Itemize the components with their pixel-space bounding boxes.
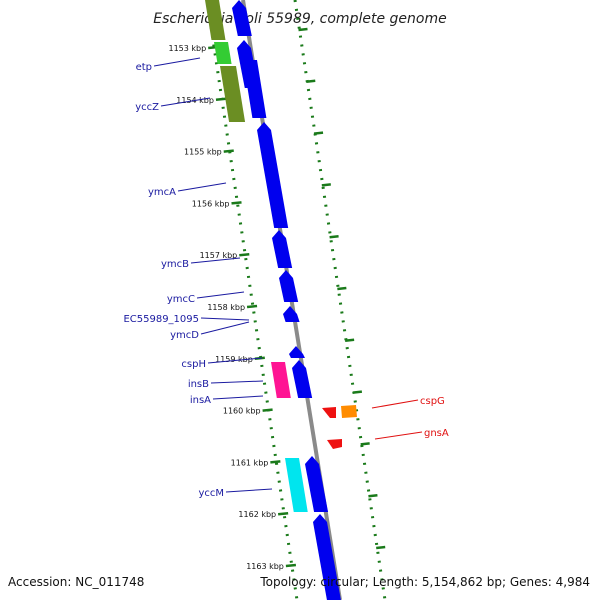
gene-label-yccm: yccM bbox=[198, 488, 224, 499]
tick-mark-right bbox=[337, 286, 347, 291]
gene-label-yccz: yccZ bbox=[135, 102, 159, 113]
tick-label: 1160 kbp bbox=[223, 407, 261, 416]
gene-leader-line bbox=[177, 182, 227, 192]
tick-mark bbox=[278, 511, 289, 516]
gene-label-insa: insA bbox=[190, 395, 211, 406]
tick-mark bbox=[223, 149, 234, 153]
forward-gene-arrow bbox=[305, 456, 329, 512]
gene-label-etp: etp bbox=[136, 62, 152, 73]
reverse-gene-arrow bbox=[322, 407, 336, 418]
gene-leader-line bbox=[190, 257, 241, 264]
gene-label-cspg: cspG bbox=[420, 396, 445, 407]
tick-mark bbox=[270, 460, 281, 464]
tick-mark-right bbox=[376, 545, 386, 550]
forward-gene-arrow bbox=[289, 346, 305, 358]
tick-label: 1153 kbp bbox=[168, 44, 206, 53]
tick-label: 1158 kbp bbox=[207, 303, 245, 312]
tick-mark-right bbox=[329, 234, 339, 239]
gene-leader-line bbox=[212, 395, 264, 400]
tick-label: 1156 kbp bbox=[192, 199, 230, 208]
reverse-gene-block bbox=[341, 405, 357, 418]
tick-label: 1157 kbp bbox=[200, 251, 238, 260]
forward-gene-arrow bbox=[283, 306, 300, 322]
tick-mark-right bbox=[344, 338, 355, 343]
tick-label: 1163 kbp bbox=[246, 562, 284, 571]
gene-label-csph: cspH bbox=[181, 359, 206, 370]
map-title: Escherichia coli 55989, complete genome bbox=[153, 11, 446, 27]
forward-gene-arrow bbox=[292, 360, 313, 398]
tick-mark bbox=[215, 97, 227, 102]
gene-leader-line bbox=[374, 431, 423, 440]
forward-gene-arrow bbox=[243, 60, 267, 118]
forward-gene-block bbox=[214, 42, 232, 64]
forward-gene-block bbox=[271, 362, 291, 398]
outer-ruler-right bbox=[293, 0, 387, 600]
forward-gene-block bbox=[205, 0, 226, 40]
gene-label-gnsa: gnsA bbox=[424, 428, 449, 439]
forward-gene-arrow bbox=[257, 122, 289, 228]
accession-text: Accession: NC_011748 bbox=[8, 575, 144, 589]
forward-gene-arrow bbox=[313, 514, 341, 600]
tick-mark-right bbox=[306, 79, 316, 84]
tick-mark-right bbox=[321, 183, 331, 187]
gene-leader-line bbox=[200, 321, 250, 335]
genome-summary-text: Topology: circular; Length: 5,154,862 bp… bbox=[259, 575, 590, 589]
tick-mark-right bbox=[360, 442, 370, 446]
gene-leader-line bbox=[160, 97, 211, 107]
tick-mark-right bbox=[313, 131, 324, 135]
tick-mark bbox=[239, 252, 250, 257]
gene-leader-line bbox=[196, 291, 245, 299]
outer-ruler-left bbox=[205, 0, 299, 600]
forward-gene-arrow bbox=[279, 270, 299, 302]
gene-label-insb: insB bbox=[188, 379, 209, 390]
forward-gene-arrow bbox=[272, 230, 293, 268]
tick-mark-right bbox=[368, 493, 378, 498]
gene-label-ymcc: ymcC bbox=[167, 294, 195, 305]
tick-mark-right bbox=[352, 390, 363, 394]
forward-gene-arrow bbox=[232, 0, 252, 36]
tick-label: 1155 kbp bbox=[184, 148, 222, 157]
gene-features bbox=[205, 0, 357, 600]
gene-leader-line bbox=[210, 380, 264, 384]
tick-mark bbox=[285, 563, 297, 568]
gene-label-ymca: ymcA bbox=[148, 187, 176, 198]
gene-label-ymcd: ymcD bbox=[170, 330, 199, 341]
gene-leader-line bbox=[225, 488, 273, 493]
tick-mark bbox=[262, 408, 273, 412]
gene-leader-line bbox=[207, 357, 263, 364]
gene-label-ec55989_1095: EC55989_1095 bbox=[123, 314, 199, 325]
gene-leader-line bbox=[153, 57, 201, 67]
tick-mark bbox=[246, 304, 258, 309]
tick-label: 1162 kbp bbox=[238, 510, 276, 519]
gene-labels: etp yccZ ymcA ymcB ymcC EC55989_1095 ymcD cspH i… bbox=[123, 57, 449, 499]
forward-gene-block bbox=[285, 458, 308, 512]
gene-leader-line bbox=[200, 317, 250, 321]
reverse-gene-arrow bbox=[327, 439, 342, 449]
tick-mark-right bbox=[298, 27, 308, 32]
forward-gene-block bbox=[220, 66, 246, 122]
tick-label: 1159 kbp bbox=[215, 355, 253, 364]
tick-label: 1161 kbp bbox=[231, 458, 269, 467]
gene-label-ymcb: ymcB bbox=[161, 259, 189, 270]
tick-mark bbox=[231, 201, 242, 205]
gene-leader-line bbox=[371, 399, 419, 409]
